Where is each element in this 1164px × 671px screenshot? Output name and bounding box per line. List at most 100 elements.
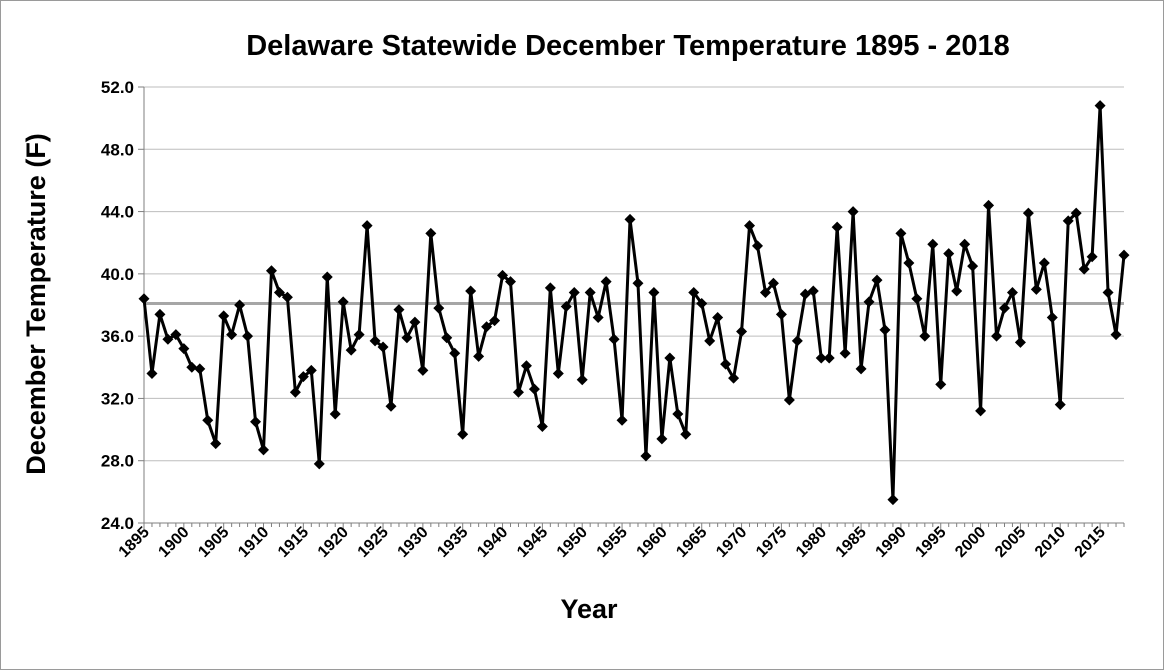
chart-title: Delaware Statewide December Temperature … xyxy=(246,30,1010,62)
data-point-1901 xyxy=(186,361,198,373)
data-point-2008 xyxy=(1038,257,1050,269)
data-point-1902 xyxy=(194,363,206,375)
data-point-1919 xyxy=(329,408,341,420)
x-tick-label: 1980 xyxy=(793,524,830,561)
x-tick-label: 1935 xyxy=(434,524,471,561)
x-axis-title: Year xyxy=(560,594,618,624)
data-point-2009 xyxy=(1046,311,1058,323)
data-point-1940 xyxy=(497,269,509,281)
data-point-1966 xyxy=(704,335,716,347)
y-tick-label: 24.0 xyxy=(101,514,134,533)
data-point-1975 xyxy=(775,308,787,320)
data-point-1929 xyxy=(409,316,421,328)
data-point-1941 xyxy=(505,276,517,288)
x-tick-label: 1970 xyxy=(713,524,750,561)
data-point-1943 xyxy=(520,360,532,372)
data-point-1951 xyxy=(584,287,596,299)
data-point-1995 xyxy=(935,378,947,390)
x-tick-label: 1985 xyxy=(833,524,870,561)
data-point-1981 xyxy=(823,352,835,364)
data-point-1918 xyxy=(321,271,333,283)
data-point-2016 xyxy=(1102,287,1114,299)
data-point-1974 xyxy=(767,277,779,289)
x-tick-label: 1950 xyxy=(554,524,591,561)
data-point-1994 xyxy=(927,238,939,250)
x-tick-label: 1940 xyxy=(474,524,511,561)
data-point-1926 xyxy=(385,400,397,412)
data-point-1938 xyxy=(481,321,493,333)
data-point-1914 xyxy=(289,386,301,398)
data-point-2011 xyxy=(1062,215,1074,227)
x-tick-label: 1920 xyxy=(315,524,352,561)
data-point-1996 xyxy=(943,248,955,260)
data-point-1935 xyxy=(457,428,469,440)
data-point-1922 xyxy=(353,329,365,341)
data-point-1932 xyxy=(433,302,445,314)
data-point-1956 xyxy=(624,213,636,225)
data-point-1904 xyxy=(210,438,222,450)
data-point-1948 xyxy=(560,301,572,313)
data-point-1898 xyxy=(162,333,174,345)
data-point-1970 xyxy=(736,325,748,337)
data-point-1931 xyxy=(425,227,437,239)
data-point-1955 xyxy=(616,414,628,426)
data-point-1992 xyxy=(911,293,923,305)
data-point-2017 xyxy=(1110,329,1122,341)
data-point-1923 xyxy=(361,220,373,232)
data-point-1942 xyxy=(512,386,524,398)
data-point-2010 xyxy=(1054,399,1066,411)
data-point-1903 xyxy=(202,414,214,426)
data-point-1985 xyxy=(855,363,867,375)
x-tick-label: 1930 xyxy=(395,524,432,561)
data-point-1937 xyxy=(473,350,485,362)
data-point-1908 xyxy=(242,330,254,342)
data-point-1895 xyxy=(138,293,150,305)
y-tick-label: 40.0 xyxy=(101,265,134,284)
data-point-1896 xyxy=(146,368,158,380)
data-point-1910 xyxy=(258,444,270,456)
data-point-2002 xyxy=(991,330,1003,342)
data-point-1920 xyxy=(337,296,349,308)
data-point-1954 xyxy=(608,333,620,345)
data-point-1959 xyxy=(648,287,660,299)
data-point-2004 xyxy=(1006,287,1018,299)
data-point-1987 xyxy=(871,274,883,286)
x-tick-label: 1975 xyxy=(753,524,790,561)
data-point-1957 xyxy=(632,277,644,289)
data-point-1960 xyxy=(656,433,668,445)
data-point-2006 xyxy=(1022,207,1034,219)
data-point-1962 xyxy=(672,408,684,420)
data-point-1986 xyxy=(863,296,875,308)
data-point-1907 xyxy=(234,299,246,311)
data-point-1897 xyxy=(154,308,166,320)
data-point-1989 xyxy=(887,494,899,506)
data-point-1944 xyxy=(528,383,540,395)
data-point-1991 xyxy=(903,257,915,269)
data-point-1964 xyxy=(688,287,700,299)
data-point-2018 xyxy=(1118,249,1130,261)
data-point-1927 xyxy=(393,304,405,316)
data-point-1916 xyxy=(305,364,317,376)
data-point-1900 xyxy=(178,343,190,355)
data-point-2000 xyxy=(975,405,987,417)
data-point-1968 xyxy=(720,358,732,370)
series-line-december-temperature xyxy=(142,104,1126,502)
y-tick-label: 52.0 xyxy=(101,78,134,97)
x-tick-label: 1925 xyxy=(355,524,392,561)
x-tick-label: 1995 xyxy=(912,524,949,561)
y-axis-title: December Temperature (F) xyxy=(21,133,51,475)
x-tick-label: 1990 xyxy=(873,524,910,561)
x-tick-label: 2005 xyxy=(992,524,1029,561)
data-point-1978 xyxy=(799,288,811,300)
data-point-1913 xyxy=(281,291,293,303)
data-point-1905 xyxy=(218,310,230,322)
data-point-1963 xyxy=(680,428,692,440)
data-point-1967 xyxy=(712,311,724,323)
data-point-1928 xyxy=(401,332,413,344)
x-tick-labels: 1895 1900 1905 1910 1915 1920 1925 1930 1935 1940… xyxy=(116,523,1125,561)
y-tick-labels: 24.0 28.0 32.0 36.0 40.0 44.0 48.0 52.0 xyxy=(101,78,144,533)
y-tick-label: 44.0 xyxy=(101,203,134,222)
data-point-1973 xyxy=(759,287,771,299)
data-point-1977 xyxy=(791,335,803,347)
